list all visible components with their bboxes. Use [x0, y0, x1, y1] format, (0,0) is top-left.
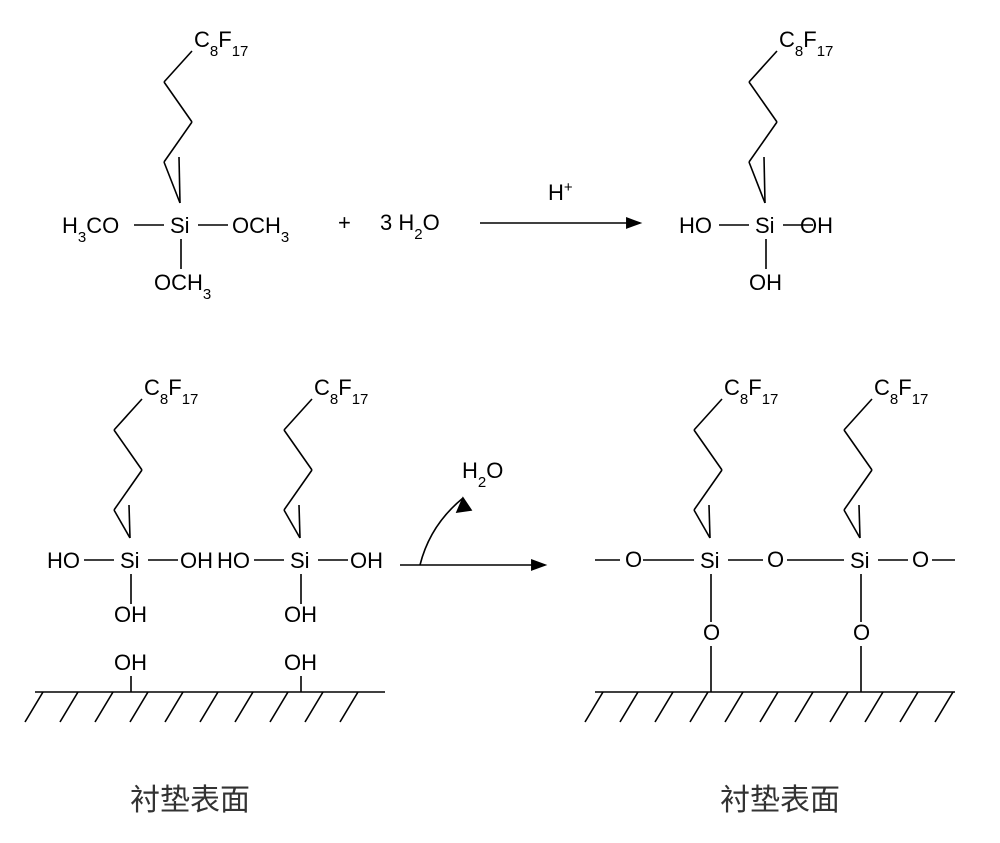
surface-label-left: 衬垫表面 [130, 784, 250, 817]
oh-label: OH [180, 548, 213, 573]
bond-line [935, 692, 953, 722]
ho-label: HO [679, 213, 712, 238]
ho-label: HO [217, 548, 250, 573]
bond-line [60, 692, 78, 722]
bond-line [457, 498, 471, 512]
bond-line [165, 692, 183, 722]
si-atom: Si [120, 548, 140, 573]
och3-label: OCH3 [232, 213, 289, 246]
ho-label: HO [47, 548, 80, 573]
c8f17-label: C8F17 [724, 375, 778, 408]
bond-line [114, 399, 142, 430]
bond-line [284, 470, 312, 510]
bond-line [749, 122, 777, 162]
bond-line [760, 692, 778, 722]
si-atom: Si [170, 213, 190, 238]
bond-line [129, 505, 130, 538]
bond-line [844, 399, 872, 430]
bond-line [164, 162, 180, 203]
surface-label-right: 衬垫表面 [720, 784, 840, 817]
bond-line [764, 157, 765, 203]
oh-label: OH [284, 602, 317, 627]
o-atom: O [703, 620, 720, 645]
si-atom: Si [850, 548, 870, 573]
bond-line [620, 692, 638, 722]
surface-oh: OH [284, 650, 317, 675]
si-atom: Si [755, 213, 775, 238]
bond-line [284, 399, 312, 430]
bond-line [164, 51, 192, 82]
bond-line [694, 470, 722, 510]
bond-line [164, 122, 192, 162]
bond-line [114, 430, 142, 470]
o-atom: O [767, 547, 784, 572]
si-atom: Si [700, 548, 720, 573]
oh-label: OH [749, 270, 782, 295]
bond-line [235, 692, 253, 722]
bond-line [420, 498, 463, 565]
oh-label: OH [800, 213, 833, 238]
bond-line [749, 162, 765, 203]
bond-line [114, 510, 130, 538]
bond-line [95, 692, 113, 722]
bond-line [844, 430, 872, 470]
bond-line [900, 692, 918, 722]
bond-line [865, 692, 883, 722]
bond-line [200, 692, 218, 722]
bond-line [114, 470, 142, 510]
o-atom: O [625, 547, 642, 572]
h2o-label: 3 H2O [380, 210, 440, 243]
bond-line [179, 157, 180, 203]
oh-label: OH [350, 548, 383, 573]
bond-line [164, 82, 192, 122]
bond-line [844, 470, 872, 510]
bond-line [627, 218, 640, 228]
c8f17-label: C8F17 [874, 375, 928, 408]
bond-line [340, 692, 358, 722]
bond-line [859, 505, 860, 538]
oh-label: OH [114, 602, 147, 627]
o-atom: O [912, 547, 929, 572]
bond-line [655, 692, 673, 722]
h3co-label: H3CO [62, 213, 119, 246]
bond-line [585, 692, 603, 722]
si-atom: Si [290, 548, 310, 573]
bond-line [25, 692, 43, 722]
c8f17-label: C8F17 [779, 27, 833, 60]
surface-oh: OH [114, 650, 147, 675]
c8f17-label: C8F17 [194, 27, 248, 60]
bond-line [694, 510, 710, 538]
plus-sign: + [338, 210, 351, 235]
o-atom: O [853, 620, 870, 645]
bond-line [284, 430, 312, 470]
bond-line [694, 430, 722, 470]
bond-line [270, 692, 288, 722]
bond-line [305, 692, 323, 722]
h-plus: H+ [548, 179, 573, 206]
bond-line [284, 510, 300, 538]
bond-line [532, 560, 545, 570]
bond-line [844, 510, 860, 538]
bond-line [795, 692, 813, 722]
bond-line [299, 505, 300, 538]
bond-line [694, 399, 722, 430]
bond-line [749, 51, 777, 82]
c8f17-label: C8F17 [314, 375, 368, 408]
bond-line [709, 505, 710, 538]
och3-label: OCH3 [154, 270, 211, 303]
bond-line [749, 82, 777, 122]
h2o-label: H2O [462, 458, 503, 491]
bond-line [830, 692, 848, 722]
bond-line [130, 692, 148, 722]
c8f17-label: C8F17 [144, 375, 198, 408]
bond-line [725, 692, 743, 722]
bond-line [690, 692, 708, 722]
